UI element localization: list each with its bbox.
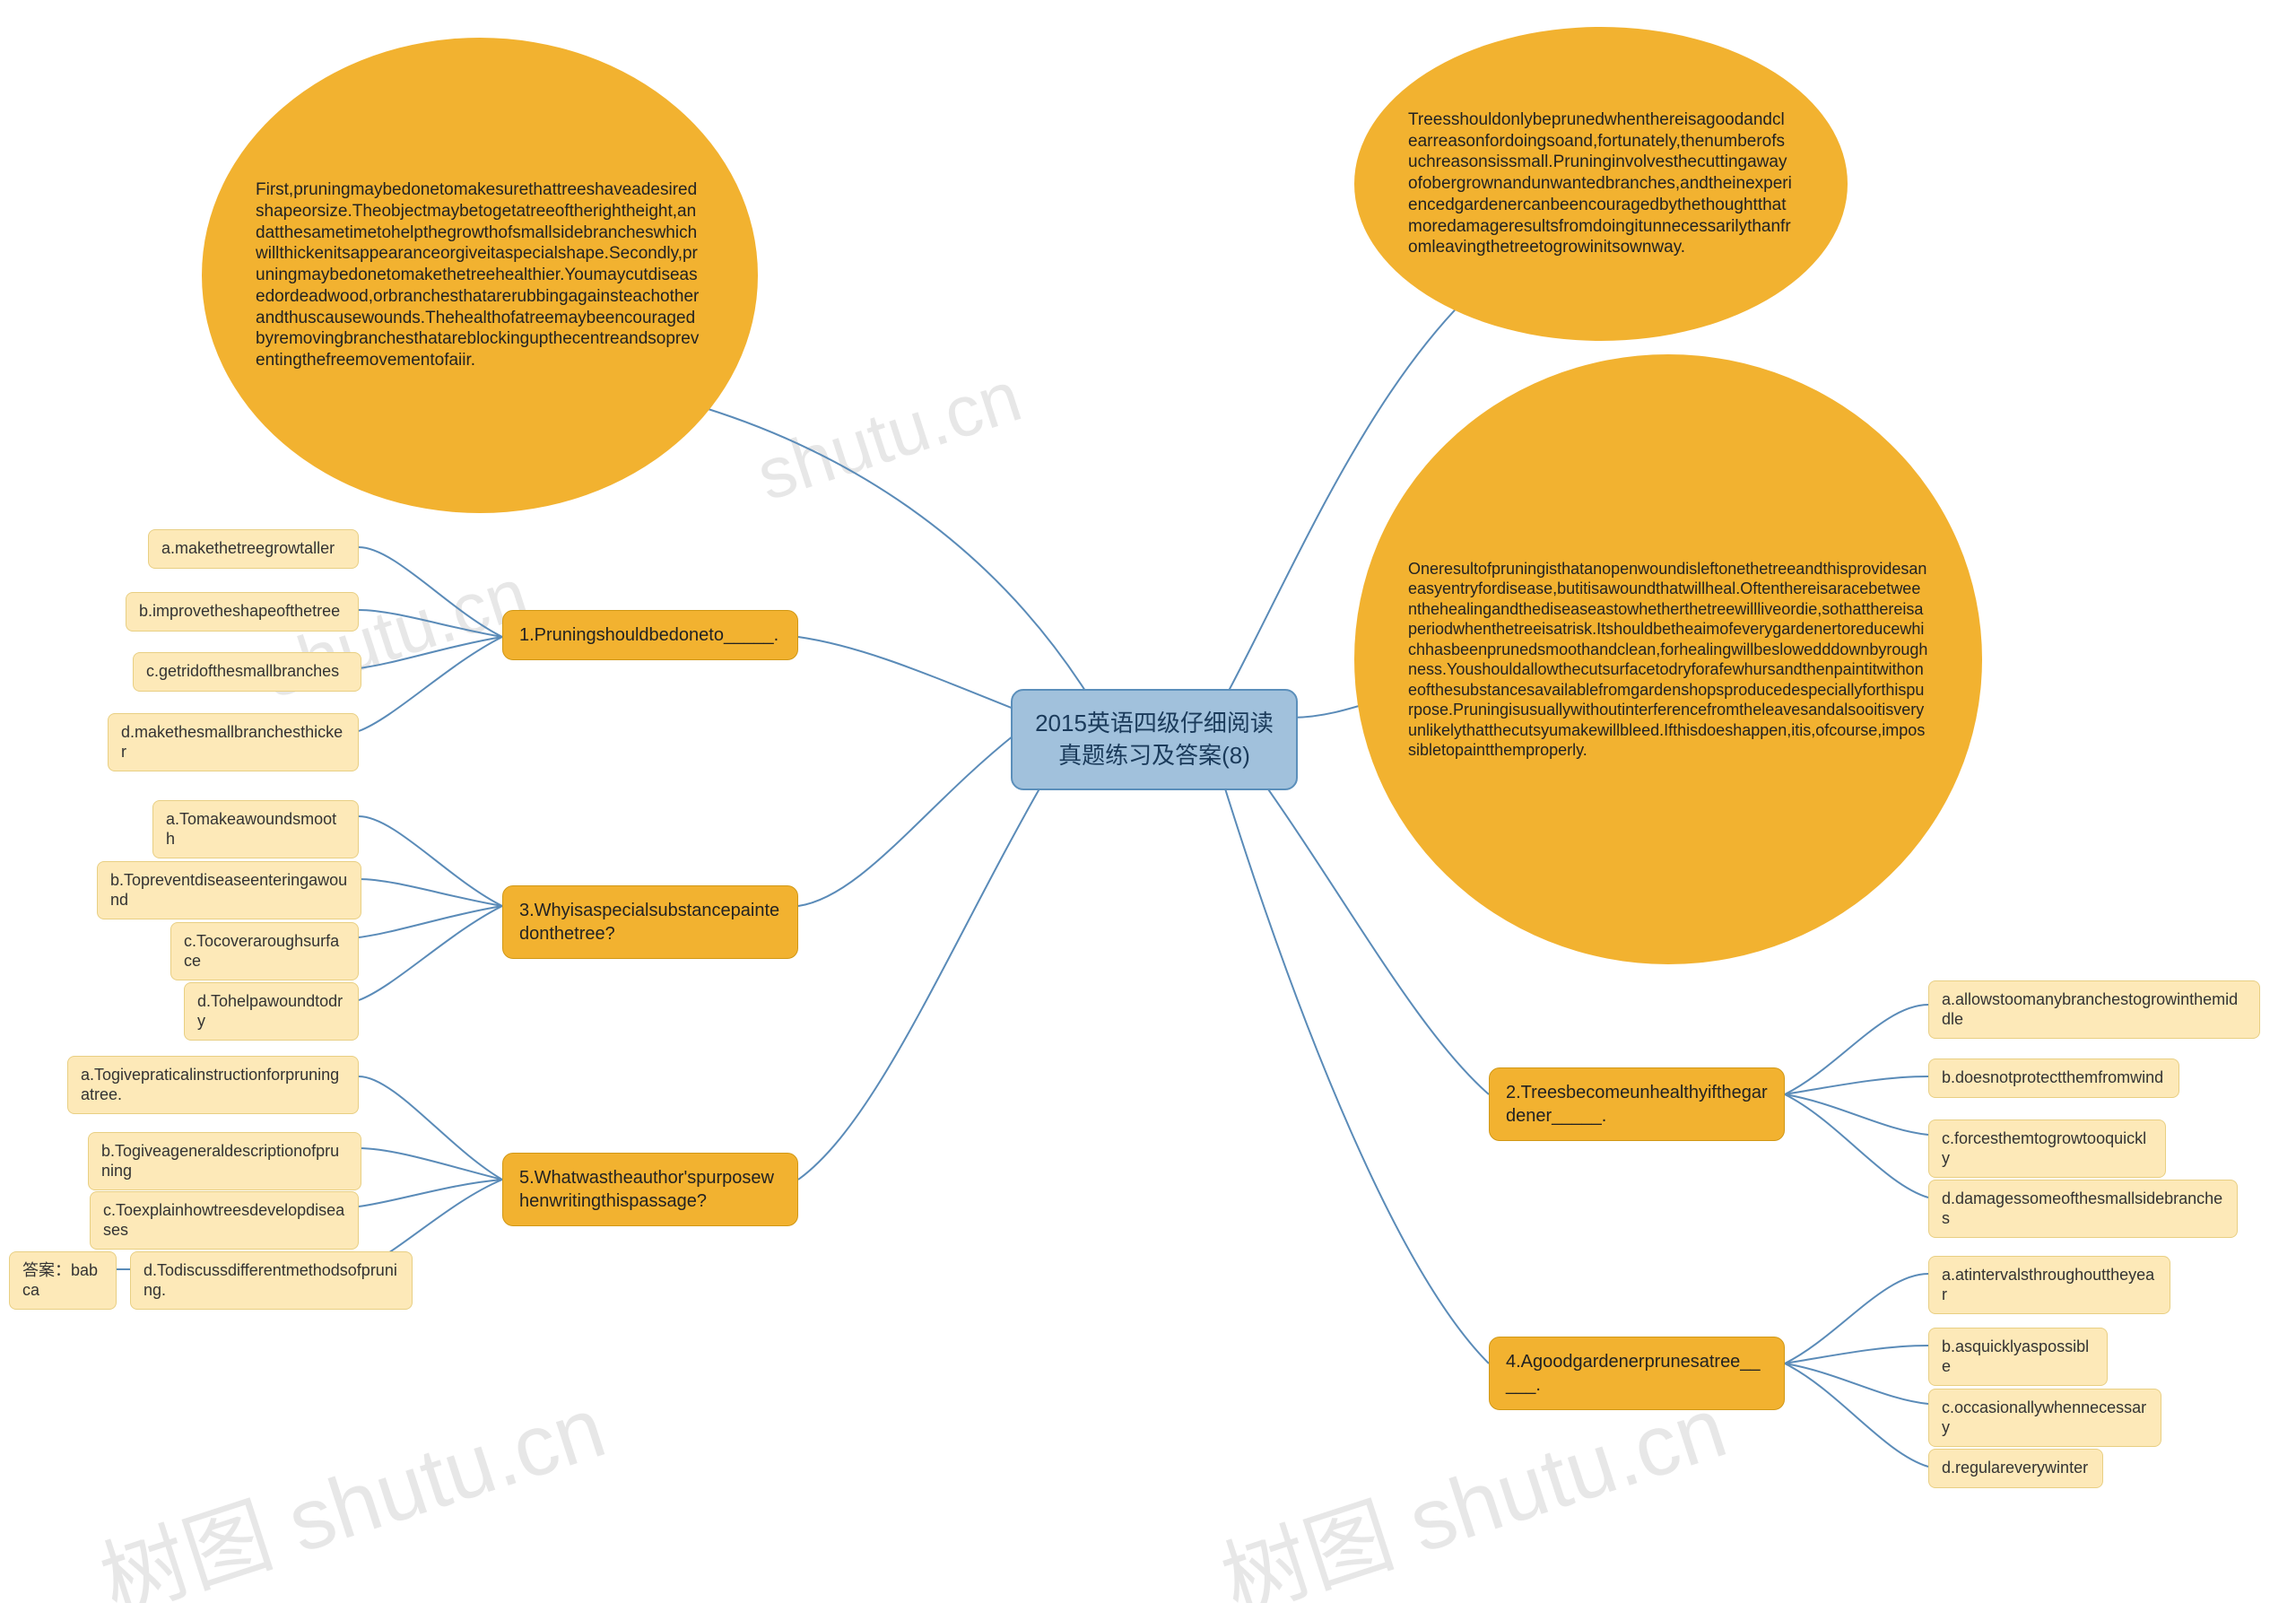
q5-option-c-text: c.Toexplainhowtreesdevelopdiseases	[103, 1201, 344, 1239]
question-4[interactable]: 4.Agoodgardenerprunesatree_____.	[1489, 1337, 1785, 1410]
q5-option-b-text: b.Togiveageneraldescriptionofpruning	[101, 1142, 339, 1180]
passage-3-text: Oneresultofpruningisthatanopenwoundislef…	[1408, 559, 1928, 761]
answer-node[interactable]: 答案：babca	[9, 1251, 117, 1310]
q2-option-a-text: a.allowstoomanybranchestogrowinthemiddle	[1942, 990, 2238, 1028]
q3-option-c[interactable]: c.Tocoveraroughsurface	[170, 922, 359, 980]
q5-option-d-text: d.Todiscussdifferentmethodsofpruning.	[144, 1261, 397, 1299]
q2-option-b-text: b.doesnotprotectthemfromwind	[1942, 1068, 2163, 1086]
q1-option-a-text: a.makethetreegrowtaller	[161, 539, 335, 557]
question-5-text: 5.Whatwastheauthor'spurposewhenwritingth…	[519, 1168, 774, 1211]
q4-option-b[interactable]: b.asquicklyaspossible	[1928, 1328, 2108, 1386]
q3-option-c-text: c.Tocoveraroughsurface	[184, 932, 339, 970]
q5-option-d[interactable]: d.Todiscussdifferentmethodsofpruning.	[130, 1251, 413, 1310]
q3-option-a-text: a.Tomakeawoundsmooth	[166, 810, 336, 848]
q1-option-c-text: c.getridofthesmallbranches	[146, 662, 339, 680]
q2-option-a[interactable]: a.allowstoomanybranchestogrowinthemiddle	[1928, 980, 2260, 1039]
q1-option-c[interactable]: c.getridofthesmallbranches	[133, 652, 361, 692]
passage-1-text: First,pruningmaybedonetomakesurethattree…	[256, 179, 704, 371]
q4-option-c[interactable]: c.occasionallywhennecessary	[1928, 1389, 2161, 1447]
q2-option-c-text: c.forcesthemtogrowtooquickly	[1942, 1129, 2146, 1167]
q5-option-c[interactable]: c.Toexplainhowtreesdevelopdiseases	[90, 1191, 359, 1250]
passage-1[interactable]: First,pruningmaybedonetomakesurethattree…	[202, 38, 758, 513]
passage-2[interactable]: Treesshouldonlybeprunedwhenthereisagooda…	[1354, 27, 1848, 341]
q1-option-d-text: d.makethesmallbranchesthicker	[121, 723, 343, 761]
watermark: shutu.cn	[747, 355, 1031, 518]
passage-2-text: Treesshouldonlybeprunedwhenthereisagooda…	[1408, 109, 1794, 258]
q1-option-b-text: b.improvetheshapeofthetree	[139, 602, 340, 620]
q5-option-b[interactable]: b.Togiveageneraldescriptionofpruning	[88, 1132, 361, 1190]
question-2-text: 2.Treesbecomeunhealthyifthegardener_____…	[1506, 1083, 1768, 1126]
q4-option-a[interactable]: a.atintervalsthroughouttheyear	[1928, 1256, 2170, 1314]
question-1[interactable]: 1.Pruningshouldbedoneto_____.	[502, 610, 798, 660]
q4-option-c-text: c.occasionallywhennecessary	[1942, 1398, 2146, 1436]
center-title: 2015英语四级仔细阅读真题练习及答案(8)	[1035, 710, 1274, 769]
q3-option-d[interactable]: d.Tohelpawoundtodry	[184, 982, 359, 1041]
q2-option-b[interactable]: b.doesnotprotectthemfromwind	[1928, 1059, 2179, 1098]
q4-option-a-text: a.atintervalsthroughouttheyear	[1942, 1266, 2154, 1303]
question-1-text: 1.Pruningshouldbedoneto_____.	[519, 625, 778, 645]
q4-option-b-text: b.asquicklyaspossible	[1942, 1337, 2089, 1375]
question-4-text: 4.Agoodgardenerprunesatree_____.	[1506, 1352, 1761, 1395]
q3-option-b-text: b.Topreventdiseaseenteringawound	[110, 871, 347, 909]
center-node[interactable]: 2015英语四级仔细阅读真题练习及答案(8)	[1011, 689, 1298, 790]
q2-option-d[interactable]: d.damagessomeofthesmallsidebranches	[1928, 1180, 2238, 1238]
question-3[interactable]: 3.Whyisaspecialsubstancepaintedonthetree…	[502, 885, 798, 959]
answer-text: 答案：babca	[22, 1261, 98, 1299]
watermark-brand: 树图 shutu.cn	[83, 1358, 618, 1603]
passage-3[interactable]: Oneresultofpruningisthatanopenwoundislef…	[1354, 354, 1982, 964]
q4-option-d[interactable]: d.regulareverywinter	[1928, 1449, 2103, 1488]
question-5[interactable]: 5.Whatwastheauthor'spurposewhenwritingth…	[502, 1153, 798, 1226]
question-3-text: 3.Whyisaspecialsubstancepaintedonthetree…	[519, 901, 779, 944]
q1-option-b[interactable]: b.improvetheshapeofthetree	[126, 592, 359, 632]
q3-option-a[interactable]: a.Tomakeawoundsmooth	[152, 800, 359, 858]
q3-option-d-text: d.Tohelpawoundtodry	[197, 992, 343, 1030]
q5-option-a-text: a.Togivepraticalinstructionforpruningatr…	[81, 1066, 339, 1103]
q2-option-c[interactable]: c.forcesthemtogrowtooquickly	[1928, 1119, 2166, 1178]
q4-option-d-text: d.regulareverywinter	[1942, 1459, 2088, 1477]
q2-option-d-text: d.damagessomeofthesmallsidebranches	[1942, 1189, 2222, 1227]
question-2[interactable]: 2.Treesbecomeunhealthyifthegardener_____…	[1489, 1067, 1785, 1141]
q1-option-d[interactable]: d.makethesmallbranchesthicker	[108, 713, 359, 771]
q3-option-b[interactable]: b.Topreventdiseaseenteringawound	[97, 861, 361, 919]
q5-option-a[interactable]: a.Togivepraticalinstructionforpruningatr…	[67, 1056, 359, 1114]
q1-option-a[interactable]: a.makethetreegrowtaller	[148, 529, 359, 569]
mindmap-canvas: shutu.cn shutu.cn shutu.cn 树图 shutu.cn 树…	[0, 0, 2296, 1603]
